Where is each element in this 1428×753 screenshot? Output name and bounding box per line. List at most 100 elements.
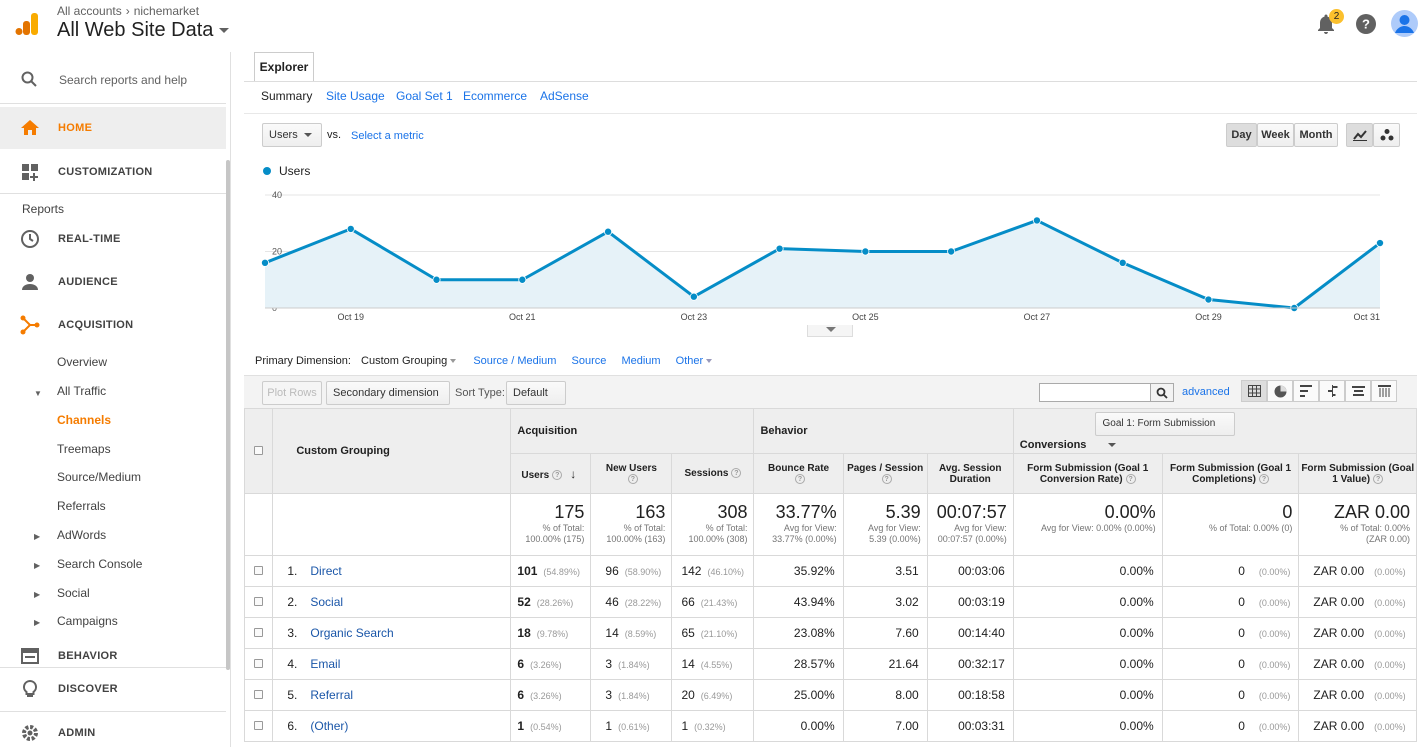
select-all-checkbox[interactable]	[254, 446, 264, 455]
help-icon[interactable]: ?	[731, 468, 742, 479]
chart-collapse-toggle[interactable]	[807, 325, 853, 337]
triangle-right-icon[interactable]: ▶	[34, 561, 41, 570]
sidebar-sub-social[interactable]: Social	[57, 586, 90, 600]
sidebar-item-behavior[interactable]: BEHAVIOR	[0, 635, 226, 677]
row-channel-link[interactable]: Referral	[310, 688, 354, 702]
col-users-header[interactable]: Users? ↓	[510, 453, 592, 494]
metric-dropdown[interactable]: Users	[262, 123, 322, 147]
col-bounce-header[interactable]: Bounce Rate?	[753, 453, 844, 494]
col-pages-header[interactable]: Pages / Session?	[842, 453, 928, 494]
month-button[interactable]: Month	[1294, 123, 1338, 147]
sidebar-sub-referrals[interactable]: Referrals	[57, 499, 106, 513]
view-term-cloud-button[interactable]	[1345, 380, 1371, 402]
row-channel-link[interactable]: Direct	[310, 564, 342, 578]
col-conv-rate-header[interactable]: Form Submission (Goal 1 Conversion Rate)…	[1012, 453, 1163, 494]
sidebar-sub-overview[interactable]: Overview	[57, 355, 108, 369]
custom-grouping-header[interactable]: Custom Grouping	[272, 408, 512, 494]
line-chart-toggle[interactable]	[1346, 123, 1373, 147]
subtab-ecommerce[interactable]: Ecommerce	[463, 89, 528, 103]
subtab-summary[interactable]: Summary	[261, 89, 313, 103]
col-value-header[interactable]: Form Submission (Goal 1 Value)?	[1298, 453, 1417, 494]
triangle-down-icon[interactable]: ▼	[34, 389, 42, 398]
day-button[interactable]: Day	[1226, 123, 1257, 147]
subtab-adsense[interactable]: AdSense	[540, 89, 589, 103]
subtab-site-usage[interactable]: Site Usage	[326, 89, 385, 103]
table-row[interactable]: 4. Email 6 (3.26%) 3 (1.84%) 14 (4.55%) 28.57% 21…	[243, 648, 1417, 680]
sidebar-item-acquisition[interactable]: ACQUISITION	[0, 304, 226, 346]
table-search-input[interactable]	[1039, 383, 1151, 402]
triangle-right-icon[interactable]: ▶	[34, 590, 41, 599]
help-icon[interactable]: ?	[552, 469, 563, 480]
subtab-goal-set-1[interactable]: Goal Set 1	[396, 89, 453, 103]
dimension-custom-grouping[interactable]: Custom Grouping	[361, 355, 457, 367]
goal-select-dropdown[interactable]: Goal 1: Form Submission	[1095, 411, 1236, 447]
dimension-source-medium[interactable]: Source / Medium	[473, 355, 557, 367]
view-pivot-button[interactable]	[1371, 380, 1397, 402]
select-metric-link[interactable]: Select a metric	[351, 130, 424, 142]
dimension-medium[interactable]: Medium	[621, 355, 661, 367]
sidebar-item-discover[interactable]: DISCOVER	[0, 667, 226, 709]
col-new-users-header[interactable]: New Users?	[590, 453, 673, 494]
sidebar-item-realtime[interactable]: REAL-TIME	[0, 218, 226, 260]
tab-explorer[interactable]: Explorer	[254, 52, 314, 81]
help-icon[interactable]: ?	[795, 473, 806, 484]
table-row[interactable]: 3. Organic Search 18 (9.78%) 14 (8.59%) 65 (21.…	[243, 617, 1417, 649]
col-duration-header[interactable]: Avg. Session Duration	[926, 453, 1014, 494]
row-channel-link[interactable]: Social	[310, 595, 344, 609]
help-icon[interactable]: ?	[1258, 473, 1269, 484]
sort-type-dropdown[interactable]: Default	[506, 381, 566, 418]
help-icon[interactable]: ?	[627, 473, 638, 484]
sidebar-sub-source-medium[interactable]: Source/Medium	[57, 470, 142, 484]
motion-chart-toggle[interactable]	[1373, 123, 1400, 147]
secondary-dimension-dropdown[interactable]: Secondary dimension	[326, 381, 450, 418]
row-checkbox[interactable]	[254, 628, 264, 637]
sidebar-search[interactable]: Search reports and help	[0, 52, 226, 104]
row-channel-link[interactable]: Email	[310, 657, 341, 671]
table-row[interactable]: 1. Direct 101 (54.89%) 96 (58.90%) 142 (46.10%)…	[243, 555, 1417, 587]
row-channel-link[interactable]: Organic Search	[310, 626, 394, 640]
sidebar-item-customization[interactable]: CUSTOMIZATION	[0, 151, 226, 194]
breadcrumb-account[interactable]: nichemarket	[133, 4, 200, 18]
breadcrumb-accounts[interactable]: All accounts	[57, 4, 122, 18]
view-performance-button[interactable]	[1293, 380, 1319, 402]
triangle-right-icon[interactable]: ▶	[34, 618, 41, 627]
view-table-button[interactable]	[1241, 380, 1267, 402]
plot-rows-button[interactable]: Plot Rows	[262, 381, 322, 405]
table-row[interactable]: 2. Social 52 (28.26%) 46 (28.22%) 66 (21.43%) 43…	[243, 586, 1417, 618]
sidebar-sub-campaigns[interactable]: Campaigns	[57, 614, 118, 628]
sidebar-item-home[interactable]: HOME	[0, 107, 226, 149]
help-icon[interactable]: ?	[881, 473, 892, 484]
row-checkbox[interactable]	[254, 721, 264, 730]
table-search-button[interactable]	[1150, 383, 1174, 402]
property-selector[interactable]: All Web Site Data	[57, 19, 230, 42]
search-input[interactable]: Search reports and help	[59, 73, 188, 87]
col-sessions-header[interactable]: Sessions?	[671, 453, 755, 494]
row-checkbox[interactable]	[254, 690, 264, 699]
triangle-right-icon[interactable]: ▶	[34, 532, 41, 541]
sidebar-item-audience[interactable]: AUDIENCE	[0, 261, 226, 303]
help-icon[interactable]: ?	[1373, 473, 1384, 484]
view-comparison-button[interactable]	[1319, 380, 1345, 402]
sidebar-sub-search-console[interactable]: Search Console	[57, 557, 143, 571]
sidebar-item-admin[interactable]: ADMIN	[0, 711, 226, 753]
sidebar-sub-channels[interactable]: Channels	[57, 413, 112, 427]
avatar[interactable]	[1391, 10, 1418, 37]
view-pie-button[interactable]	[1267, 380, 1293, 402]
sidebar-sub-adwords[interactable]: AdWords	[57, 528, 107, 542]
sidebar-sub-all-traffic[interactable]: All Traffic	[57, 384, 107, 398]
col-completions-header[interactable]: Form Submission (Goal 1 Completions)?	[1161, 453, 1300, 494]
row-checkbox[interactable]	[254, 597, 264, 606]
breadcrumb[interactable]: All accounts › nichemarket	[57, 4, 199, 18]
dimension-source[interactable]: Source	[571, 355, 607, 367]
row-channel-link[interactable]: (Other)	[310, 719, 349, 733]
sidebar-sub-treemaps[interactable]: Treemaps	[57, 442, 111, 456]
sidebar-scrollbar[interactable]	[226, 160, 230, 670]
help-icon[interactable]: ?	[1354, 12, 1378, 36]
help-icon[interactable]: ?	[1125, 473, 1136, 484]
table-row[interactable]: 6. (Other) 1 (0.54%) 1 (0.61%) 1 (0.32%) 0.00% 7.…	[243, 710, 1417, 742]
row-checkbox[interactable]	[254, 659, 264, 668]
analytics-logo-icon[interactable]	[15, 13, 39, 35]
row-checkbox[interactable]	[254, 566, 264, 575]
table-row[interactable]: 5. Referral 6 (3.26%) 3 (1.84%) 20 (6.49%) 25.00…	[243, 679, 1417, 711]
advanced-filter-link[interactable]: advanced	[1182, 386, 1230, 398]
